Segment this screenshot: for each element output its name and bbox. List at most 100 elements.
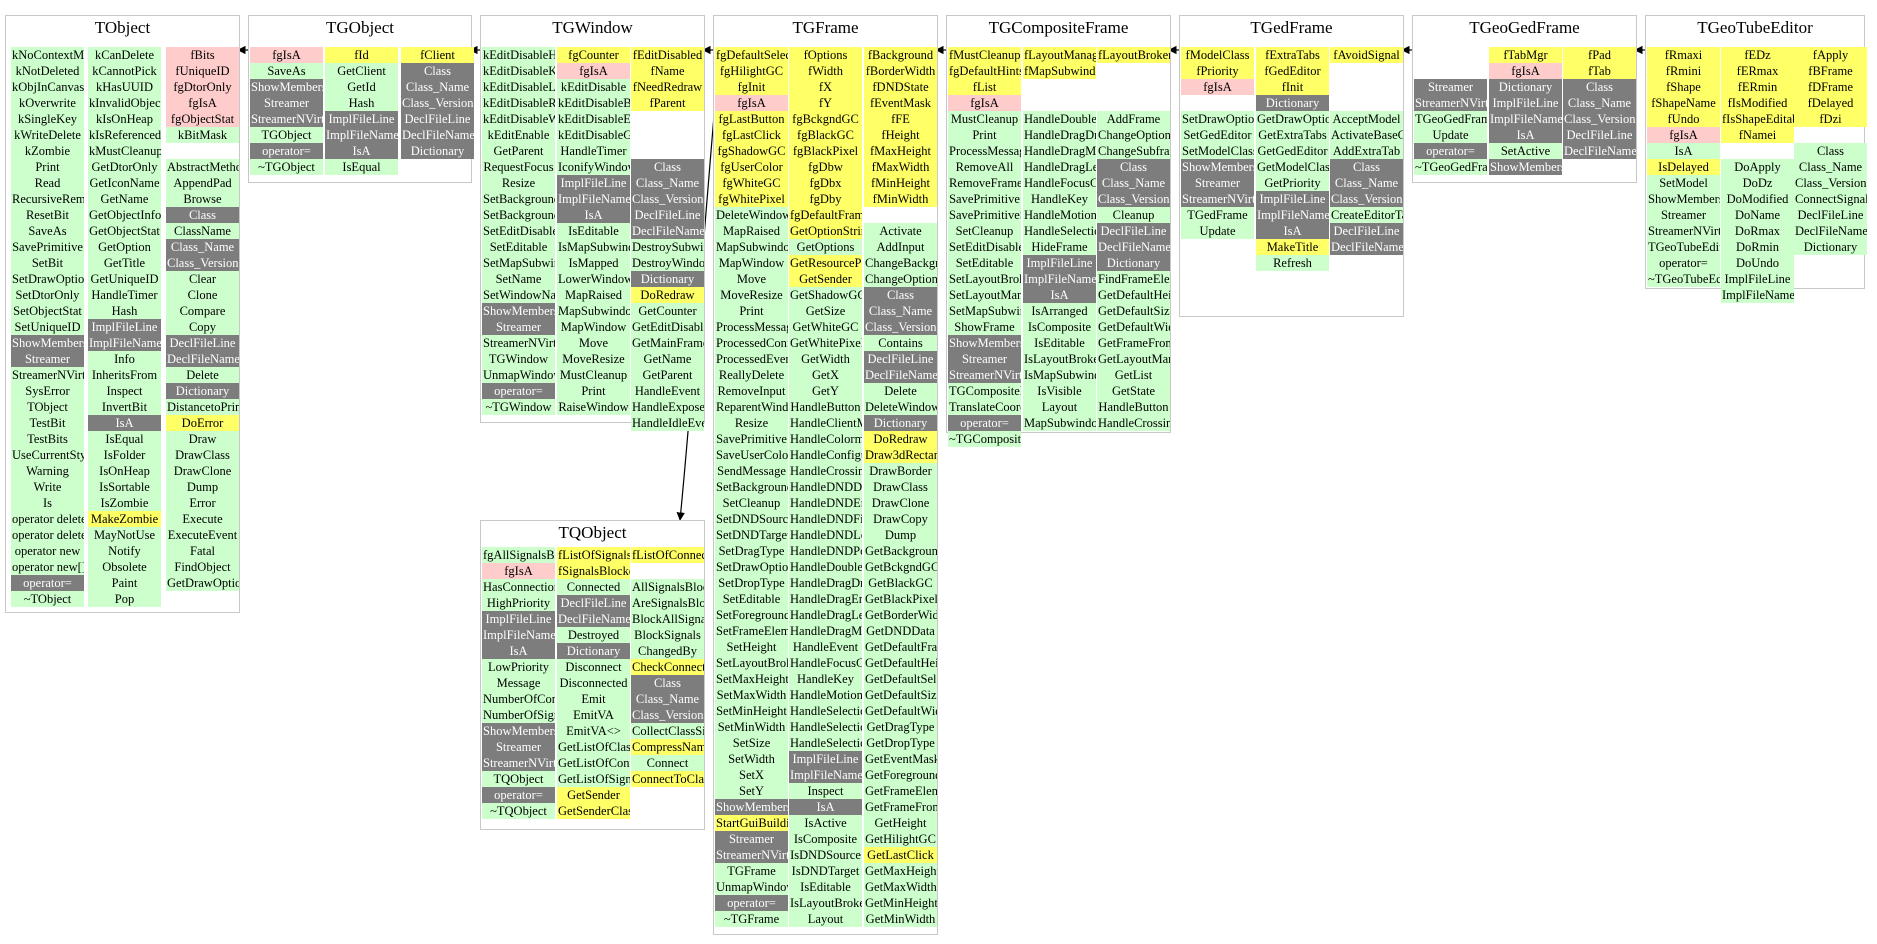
- member-column: fListOfConnections AllSignalsBlockedAreSi…: [631, 547, 704, 787]
- member-item: operator delete: [11, 511, 84, 527]
- member-item: IsActive: [789, 815, 862, 831]
- member-item: fgDtorOnly: [166, 79, 239, 95]
- member-item: fgDefaultSelectedBackground: [715, 47, 788, 63]
- member-item: ConnectSignals2Slots: [1794, 191, 1867, 207]
- member-column: fBackground fBorderWidth fDNDState fEventMa…: [864, 47, 937, 927]
- member-item: operator=: [11, 575, 84, 591]
- member-item: ImplFileLine: [1721, 271, 1794, 287]
- member-item: CheckConnectArgs: [631, 659, 704, 675]
- member-item: DeleteWindow: [864, 399, 937, 415]
- member-item: GetY: [789, 383, 862, 399]
- member-item: IsEqual: [88, 431, 161, 447]
- member-item: Draw: [166, 431, 239, 447]
- member-item: Class_Name: [1097, 175, 1170, 191]
- member-item: fModelClass: [1181, 47, 1254, 63]
- member-item: TranslateCoordinates: [948, 399, 1021, 415]
- member-item: ImplFileName: [88, 335, 161, 351]
- member-item: Fatal: [166, 543, 239, 559]
- member-item: Dictionary: [864, 415, 937, 431]
- member-item: MapSubwindows: [557, 303, 630, 319]
- member-item: fList: [948, 79, 1021, 95]
- member-item: GetBlackPixel: [864, 591, 937, 607]
- member-column: fLayoutManagerfMapSubwindows HandleDouble…: [1023, 47, 1096, 431]
- member-item: kHasUUID: [88, 79, 161, 95]
- member-item: SetMinHeight: [715, 703, 788, 719]
- member-item: ~TGFrame: [715, 911, 788, 927]
- member-item: Hash: [88, 303, 161, 319]
- member-item: GetMaxHeight: [864, 863, 937, 879]
- member-item: ~TObject: [11, 591, 84, 607]
- member-item: SetEditable: [948, 255, 1021, 271]
- member-item: kInvalidObject: [88, 95, 161, 111]
- member-item: fParent: [631, 95, 704, 111]
- member-item: RecursiveRemove: [11, 191, 84, 207]
- member-item: SetMaxHeight: [715, 671, 788, 687]
- class-title: TGedFrame: [1250, 18, 1333, 37]
- member-item: Layout: [789, 911, 862, 927]
- member-item: Print: [557, 383, 630, 399]
- member-item: kEditDisable: [557, 79, 630, 95]
- member-item: Dump: [864, 527, 937, 543]
- member-item: HandleDoubleClick: [789, 559, 862, 575]
- member-item: Class: [1794, 143, 1867, 159]
- member-item: Disconnect: [557, 659, 630, 675]
- member-item: fMapSubwindows: [1023, 63, 1096, 79]
- member-item: HandleDragEnter: [789, 591, 862, 607]
- member-item: DoApply: [1721, 159, 1794, 175]
- member-item: ImplFileName: [1023, 271, 1096, 287]
- member-item: SetMapSubwindows: [948, 303, 1021, 319]
- member-item: StreamerNVirtual: [1181, 191, 1254, 207]
- member-item: kEditDisableHeight: [482, 47, 555, 63]
- member-item: kNoContextMenu: [11, 47, 84, 63]
- member-item: DoName: [1721, 207, 1794, 223]
- member-item: SetGedEditor: [1181, 127, 1254, 143]
- member-item: kEditEnable: [482, 127, 555, 143]
- member-item: GetResourcePool: [789, 255, 862, 271]
- member-item: fAvoidSignal: [1330, 47, 1403, 63]
- member-item: MoveResize: [715, 287, 788, 303]
- member-item: fMaxHeight: [864, 143, 937, 159]
- member-item: SetEditable: [482, 239, 555, 255]
- member-item: Class_Version: [1330, 191, 1403, 207]
- member-item: Streamer: [250, 95, 323, 111]
- member-item: CompressName: [631, 739, 704, 755]
- member-item: fgBckgndGC: [789, 111, 862, 127]
- member-item: fgDby: [789, 191, 862, 207]
- member-item: IsMapSubwindows: [557, 239, 630, 255]
- class-title: TGCompositeFrame: [988, 18, 1129, 37]
- class-box-tgobject: TGObject fgIsA SaveAs ShowMembers Streamer St…: [248, 15, 474, 183]
- member-item: ShowMembers: [11, 335, 84, 351]
- member-item: HandleExpose: [631, 399, 704, 415]
- member-item: kCannotPick: [88, 63, 161, 79]
- member-item: TestBits: [11, 431, 84, 447]
- member-item: fgDbw: [789, 159, 862, 175]
- member-item: fId: [325, 47, 398, 63]
- member-item: operator=: [1647, 255, 1720, 271]
- member-item: DeclFileName: [557, 611, 630, 627]
- member-item: ImplFileName: [557, 191, 630, 207]
- member-item: fMaxWidth: [864, 159, 937, 175]
- member-item: IsComposite: [789, 831, 862, 847]
- member-item: SetForegroundColor: [715, 607, 788, 623]
- member-item: HandleFocusChange: [789, 655, 862, 671]
- member-item: ReallyDelete: [715, 367, 788, 383]
- member-item: fgIsA: [250, 47, 323, 63]
- member-item: fNeedRedraw: [631, 79, 704, 95]
- member-item: GetDefaultHeight: [864, 655, 937, 671]
- member-item: ImplFileLine: [88, 319, 161, 335]
- member-item: MayNotUse: [88, 527, 161, 543]
- member-item: Dictionary: [631, 271, 704, 287]
- member-item: AcceptModel: [1330, 111, 1403, 127]
- member-item: DestroyWindow: [631, 255, 704, 271]
- member-item: ChangeSubframesBackground: [1097, 143, 1170, 159]
- member-item: ImplFileLine: [325, 111, 398, 127]
- member-item: Contains: [864, 335, 937, 351]
- member-item: GetDtorOnly: [88, 159, 161, 175]
- member-item: operator=: [482, 787, 555, 803]
- member-item: Dictionary: [1097, 255, 1170, 271]
- member-item: GetListOfConnections: [557, 755, 630, 771]
- member-item: MakeZombie: [88, 511, 161, 527]
- member-item: MapWindow: [557, 319, 630, 335]
- member-item: Class_Name: [864, 303, 937, 319]
- member-item: HandleButton: [789, 399, 862, 415]
